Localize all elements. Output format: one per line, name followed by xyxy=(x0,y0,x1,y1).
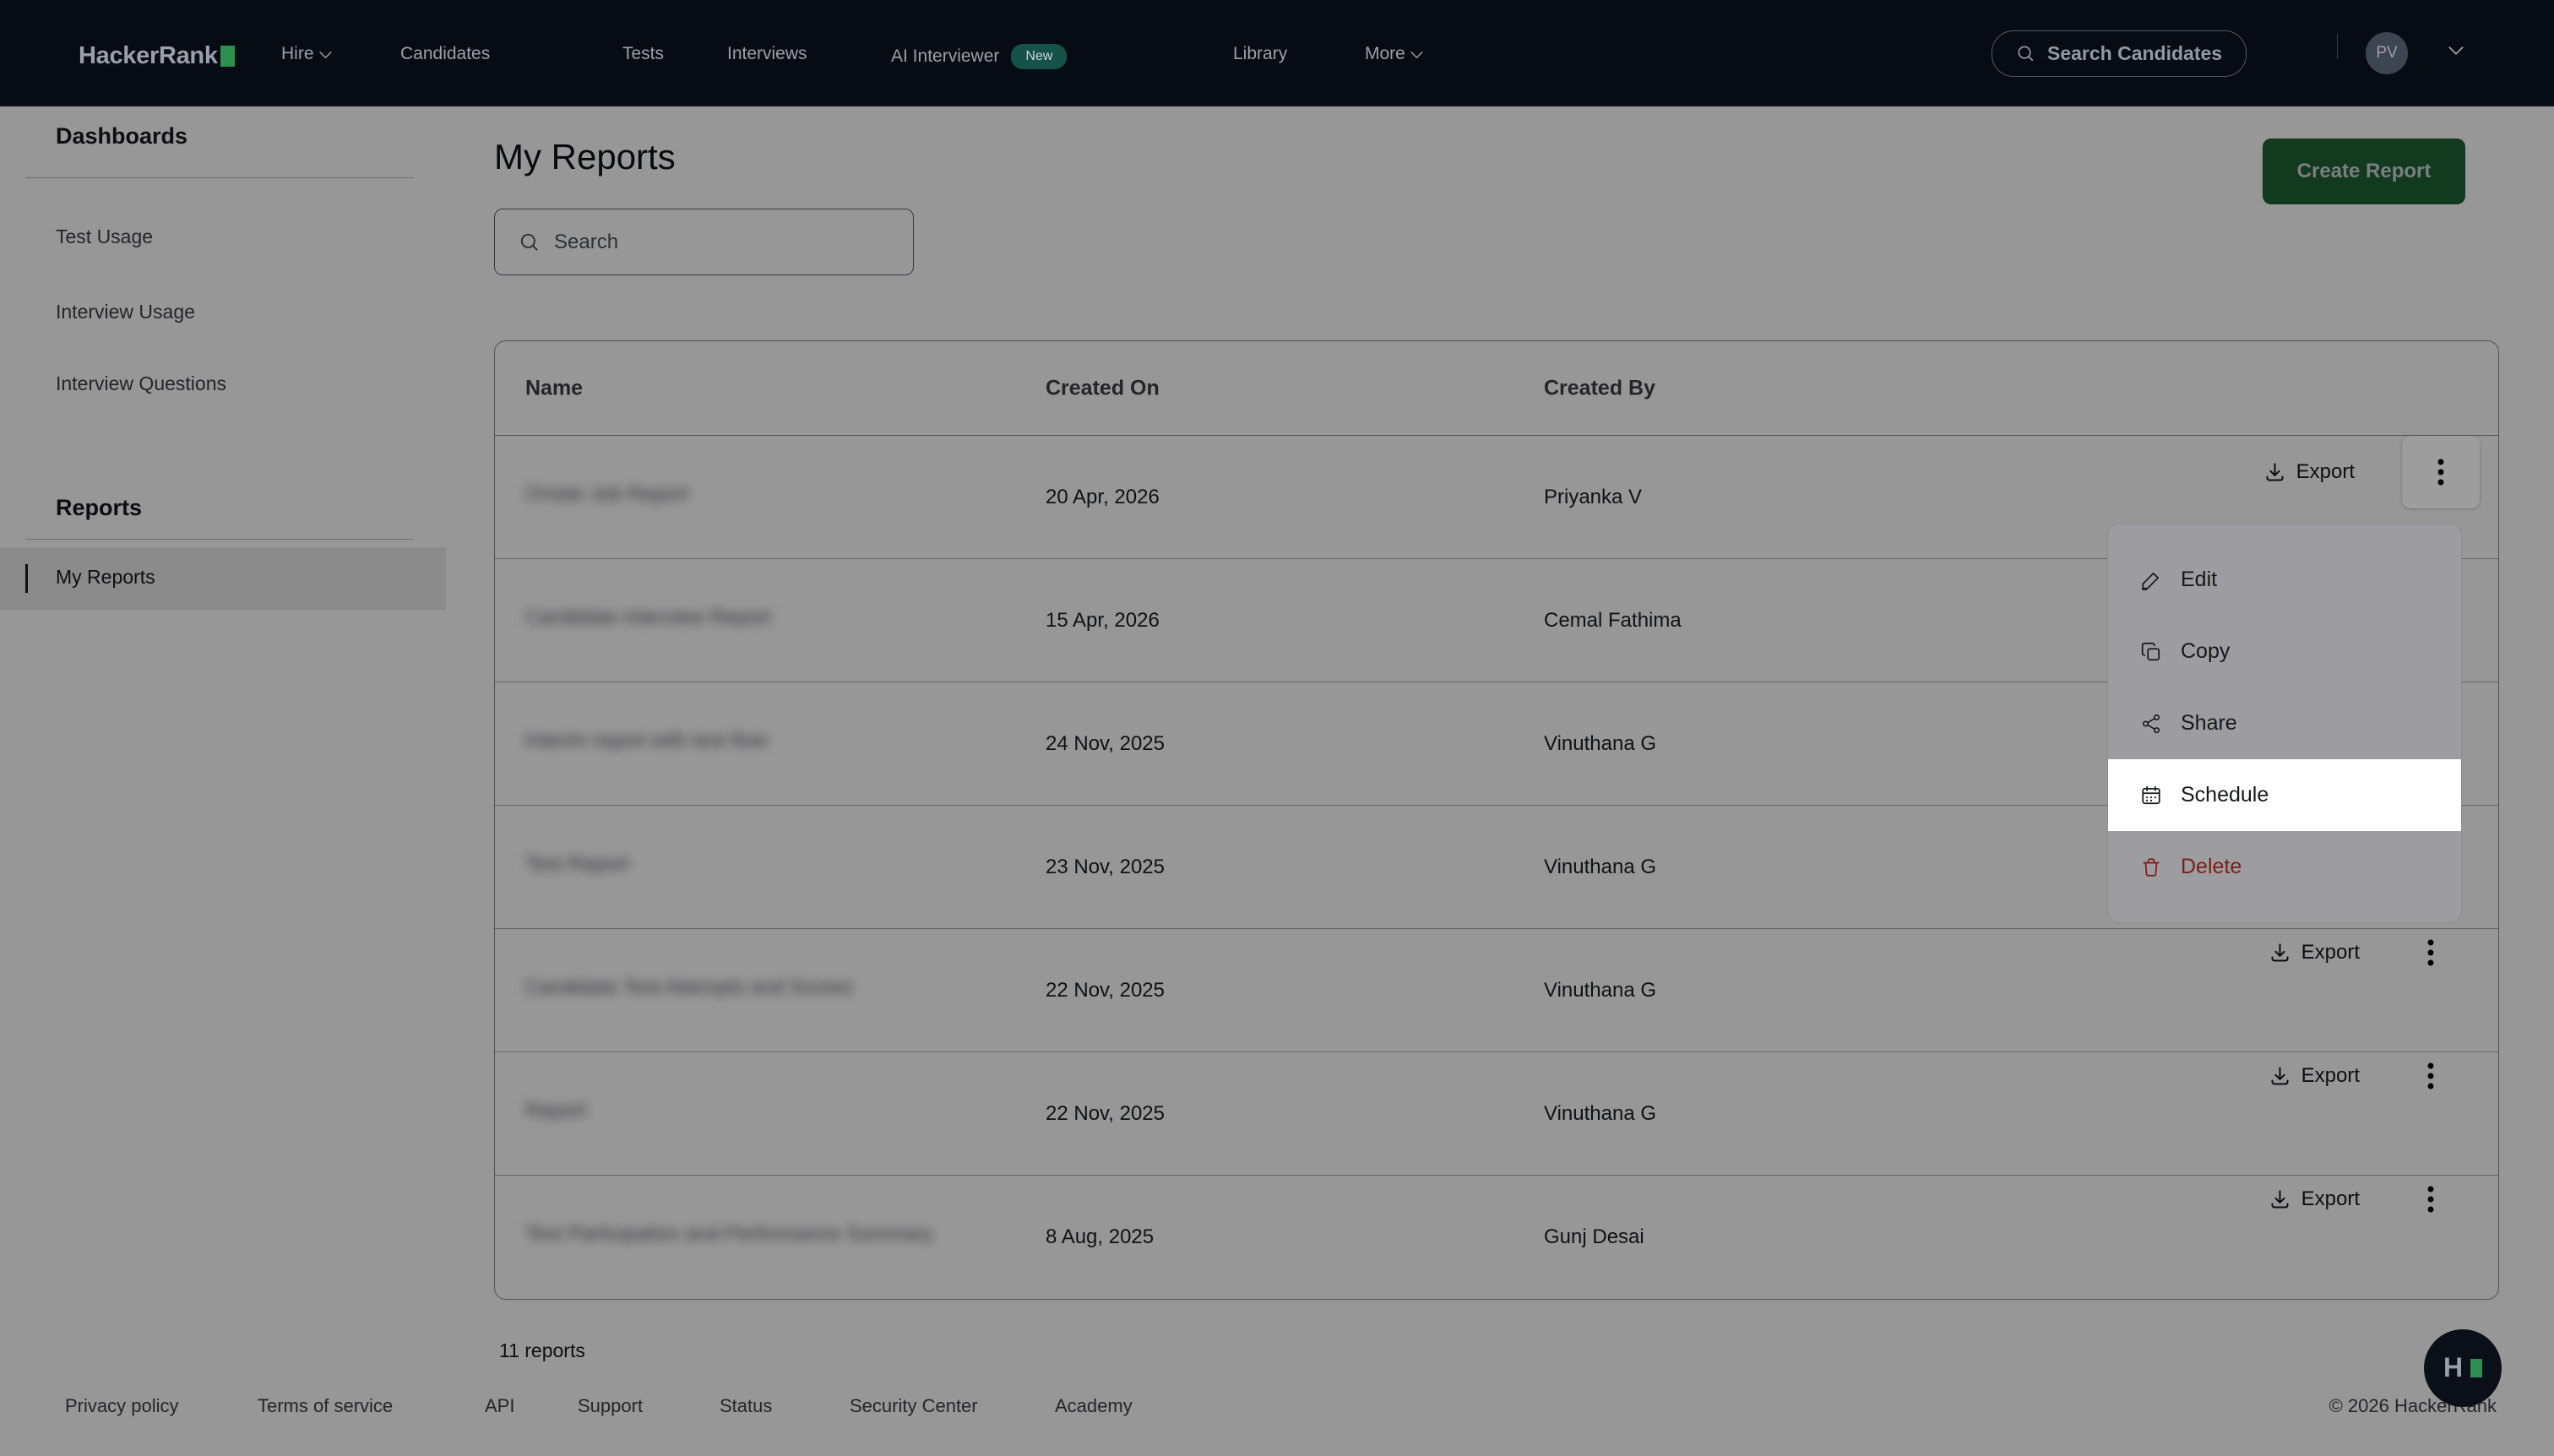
svg-text:H: H xyxy=(2443,1354,2463,1383)
